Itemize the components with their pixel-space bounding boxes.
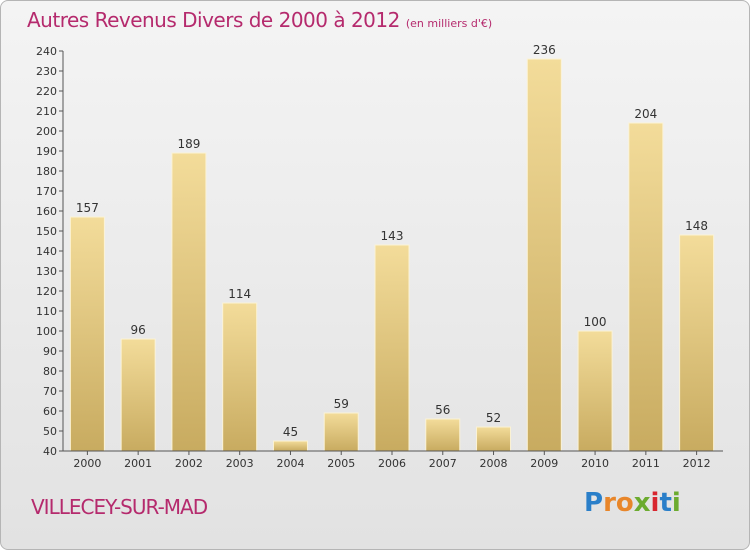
data-label-2012: 148 [685,219,708,233]
data-label-2006: 143 [381,229,404,243]
data-label-2008: 52 [486,411,501,425]
data-label-2010: 100 [584,315,607,329]
bar-2006 [374,244,410,452]
x-tick-label-2010: 2010 [581,457,609,470]
bar-2003 [222,302,258,452]
y-tick-label: 200 [36,125,57,138]
logo-letter: x [633,488,651,518]
bar-2002 [171,152,207,452]
chart-subtitle: (en milliers d'€) [405,17,493,30]
data-label-2004: 45 [283,425,298,439]
x-tick-label-2009: 2009 [530,457,558,470]
bars-group: 157 96 189 114 45 59 143 56 52 236 100 204 148 [69,43,715,452]
y-tick-label: 230 [36,65,57,78]
x-tick-label-2005: 2005 [327,457,355,470]
x-tick-label-2002: 2002 [175,457,203,470]
x-tick-label-2008: 2008 [480,457,508,470]
logo-letter: t [659,488,672,518]
y-tick-label: 90 [43,345,57,358]
y-tick-label: 170 [36,185,57,198]
logo-letter: P [584,488,604,518]
x-tick-label-2011: 2011 [632,457,660,470]
bar-2011 [628,122,664,452]
data-label-2000: 157 [76,201,99,215]
x-tick-label-2007: 2007 [429,457,457,470]
y-tick-label: 140 [36,245,57,258]
bar-2010 [577,330,613,452]
y-tick-label: 110 [36,305,57,318]
y-axis: 40 50 60 70 80 90 100 110 120 130 140 150 160 170 180 1… [36,45,64,458]
y-tick-label: 130 [36,265,57,278]
x-tick-label-2012: 2012 [683,457,711,470]
y-tick-label: 80 [43,365,57,378]
y-tick-label: 60 [43,405,57,418]
chart-title: Autres Revenus Divers de 2000 à 2012 (en … [27,8,492,32]
bar-2004 [272,440,308,452]
bar-2012 [679,234,715,452]
y-tick-label: 180 [36,165,57,178]
logo-letter: o [615,488,634,518]
bar-2000 [69,216,105,452]
y-tick-label: 240 [36,45,57,58]
chart-title-text: Autres Revenus Divers de 2000 à 2012 [27,8,400,32]
x-tick-label-2004: 2004 [276,457,304,470]
x-tick-label-2001: 2001 [124,457,152,470]
y-tick-label: 40 [43,445,57,458]
data-label-2001: 96 [131,323,146,337]
data-label-2002: 189 [177,137,200,151]
x-axis: 2000 2001 2002 2003 2004 2005 2006 2007 2008 2009… [63,450,723,470]
data-label-2003: 114 [228,287,251,301]
y-tick-label: 150 [36,225,57,238]
commune-name: VILLECEY-SUR-MAD [31,495,208,519]
x-tick-label-2000: 2000 [73,457,101,470]
logo-letter: r [603,488,616,518]
data-label-2007: 56 [435,403,450,417]
y-tick-label: 190 [36,145,57,158]
y-tick-label: 70 [43,385,57,398]
x-tick-label-2006: 2006 [378,457,406,470]
bar-2009 [526,58,562,452]
bar-2007 [425,418,461,452]
y-tick-label: 160 [36,205,57,218]
data-label-2005: 59 [334,397,349,411]
data-label-2009: 236 [533,43,556,57]
bar-2001 [120,338,156,452]
logo-letter: i [671,488,681,518]
data-label-2011: 204 [634,107,657,121]
proxiti-logo: Proxiti [584,488,681,518]
logo-letter: i [650,488,660,518]
bar-2008 [476,426,512,452]
y-tick-label: 50 [43,425,57,438]
bar-2005 [323,412,359,452]
y-tick-label: 220 [36,85,57,98]
y-tick-label: 100 [36,325,57,338]
y-tick-label: 120 [36,285,57,298]
x-tick-label-2003: 2003 [226,457,254,470]
y-tick-label: 210 [36,105,57,118]
